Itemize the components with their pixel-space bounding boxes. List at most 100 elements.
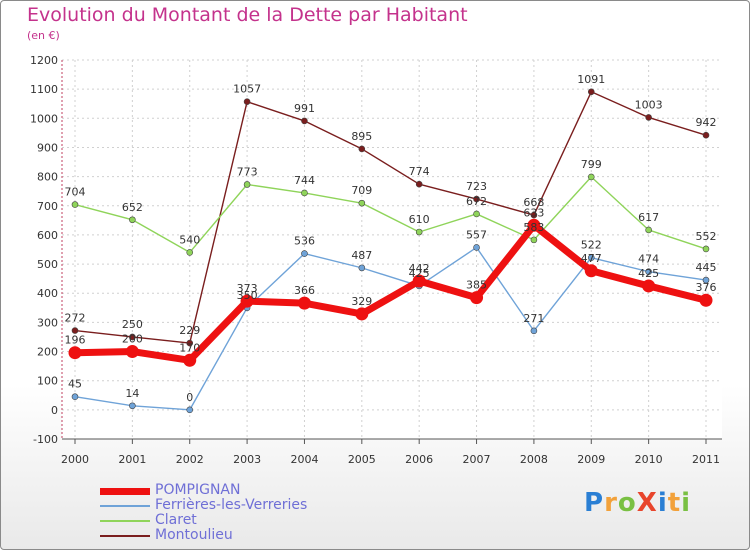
chart-title: Evolution du Montant de la Dette par Hab… (27, 4, 468, 26)
logo-letter: t (667, 488, 682, 518)
logo-letter: X (636, 488, 658, 518)
x-tick-label: 2001 (118, 453, 146, 466)
y-tick-label: 1100 (30, 83, 58, 96)
proxiti-logo: ProXiti (584, 488, 691, 518)
data-point (129, 333, 136, 341)
x-tick-label: 2010 (635, 453, 663, 466)
data-point (415, 228, 423, 236)
data-label: 350 (237, 289, 258, 302)
data-point (587, 254, 595, 261)
y-tick-label: 1200 (30, 54, 58, 67)
data-point (702, 245, 710, 253)
data-label: 557 (466, 228, 487, 241)
data-label: 196 (65, 334, 86, 347)
logo-letter: r (604, 488, 618, 518)
data-label: 487 (351, 249, 372, 262)
legend-label-claret: Claret (155, 512, 197, 528)
data-label: 552 (696, 230, 717, 243)
data-point (297, 296, 311, 310)
legend-swatch-pompignan (100, 488, 150, 495)
data-point (584, 264, 598, 278)
y-tick-label: 1000 (30, 112, 58, 125)
legend-swatch-montoulieu (100, 535, 150, 537)
data-point (358, 264, 366, 272)
data-label: 271 (523, 312, 544, 325)
legend-item-montoulieu: Montoulieu (100, 527, 360, 544)
data-point (358, 145, 366, 153)
data-label: 272 (65, 312, 86, 325)
legend-swatch-claret (100, 520, 150, 522)
chart-subtitle: (en €) (27, 29, 60, 42)
series-line-claret (74, 176, 707, 254)
data-label: 672 (466, 195, 487, 208)
y-tick-label: 500 (37, 258, 58, 271)
data-point (530, 211, 538, 219)
x-tick-label: 2000 (61, 453, 89, 466)
data-label: 329 (351, 295, 372, 308)
data-point (587, 173, 595, 181)
y-tick-label: 0 (51, 404, 58, 417)
data-point (702, 276, 710, 284)
data-point (645, 114, 652, 121)
data-point (699, 293, 713, 307)
x-tick-label: 2009 (577, 453, 605, 466)
logo-letter: o (617, 488, 637, 518)
data-label: 633 (523, 206, 544, 219)
data-point (587, 88, 595, 96)
data-label: 1091 (577, 73, 605, 86)
data-label: 991 (294, 102, 315, 115)
data-label: 744 (294, 174, 315, 187)
data-label: 610 (409, 213, 430, 226)
data-point (183, 353, 197, 367)
data-point (527, 218, 541, 232)
series-line-pompignan (74, 221, 707, 364)
logo-letter: P (584, 488, 605, 518)
data-point (186, 249, 194, 256)
data-label: 895 (351, 130, 372, 143)
data-label: 617 (638, 211, 659, 224)
logo-letter: i (657, 488, 668, 518)
data-label: 799 (581, 158, 602, 171)
data-point (240, 294, 254, 308)
data-point (473, 210, 480, 218)
legend-item-ferrieres: Ferrières-les-Verreries (100, 497, 360, 514)
legend-label-pompignan: POMPIGNAN (155, 482, 241, 498)
logo-letter: i (681, 488, 692, 518)
data-point (642, 279, 656, 293)
legend-item-claret: Claret (100, 512, 360, 529)
data-label: 652 (122, 201, 143, 214)
data-label: 385 (466, 279, 487, 292)
y-tick-label: 100 (37, 375, 58, 388)
legend-item-pompignan: POMPIGNAN (100, 482, 360, 499)
data-label: 229 (179, 324, 200, 337)
data-label: 540 (179, 233, 200, 246)
data-label: 14 (125, 387, 139, 400)
legend-label-ferrieres: Ferrières-les-Verreries (155, 497, 308, 513)
data-point (243, 98, 251, 105)
data-point (243, 181, 251, 188)
data-point (645, 268, 652, 275)
y-tick-label: 400 (37, 287, 58, 300)
data-label: 704 (65, 186, 86, 199)
x-tick-label: 2004 (290, 453, 318, 466)
x-tick-label: 2005 (348, 453, 376, 466)
data-point (473, 244, 480, 251)
data-point (530, 236, 538, 244)
data-label: 373 (237, 282, 258, 295)
legend-swatch-ferrieres (100, 505, 150, 507)
data-label: 442 (409, 262, 430, 275)
y-tick-label: -100 (33, 433, 58, 446)
data-label: 773 (237, 165, 258, 178)
data-label: 1057 (233, 83, 261, 96)
data-label: 425 (638, 267, 659, 280)
data-label: 536 (294, 235, 315, 248)
data-label: 170 (179, 341, 200, 354)
data-label: 250 (122, 318, 143, 331)
y-tick-label: 200 (37, 346, 58, 359)
x-tick-label: 2008 (520, 453, 548, 466)
y-tick-label: 800 (37, 171, 58, 184)
data-point (186, 406, 194, 414)
y-tick-label: 900 (37, 141, 58, 154)
data-point (125, 345, 139, 359)
